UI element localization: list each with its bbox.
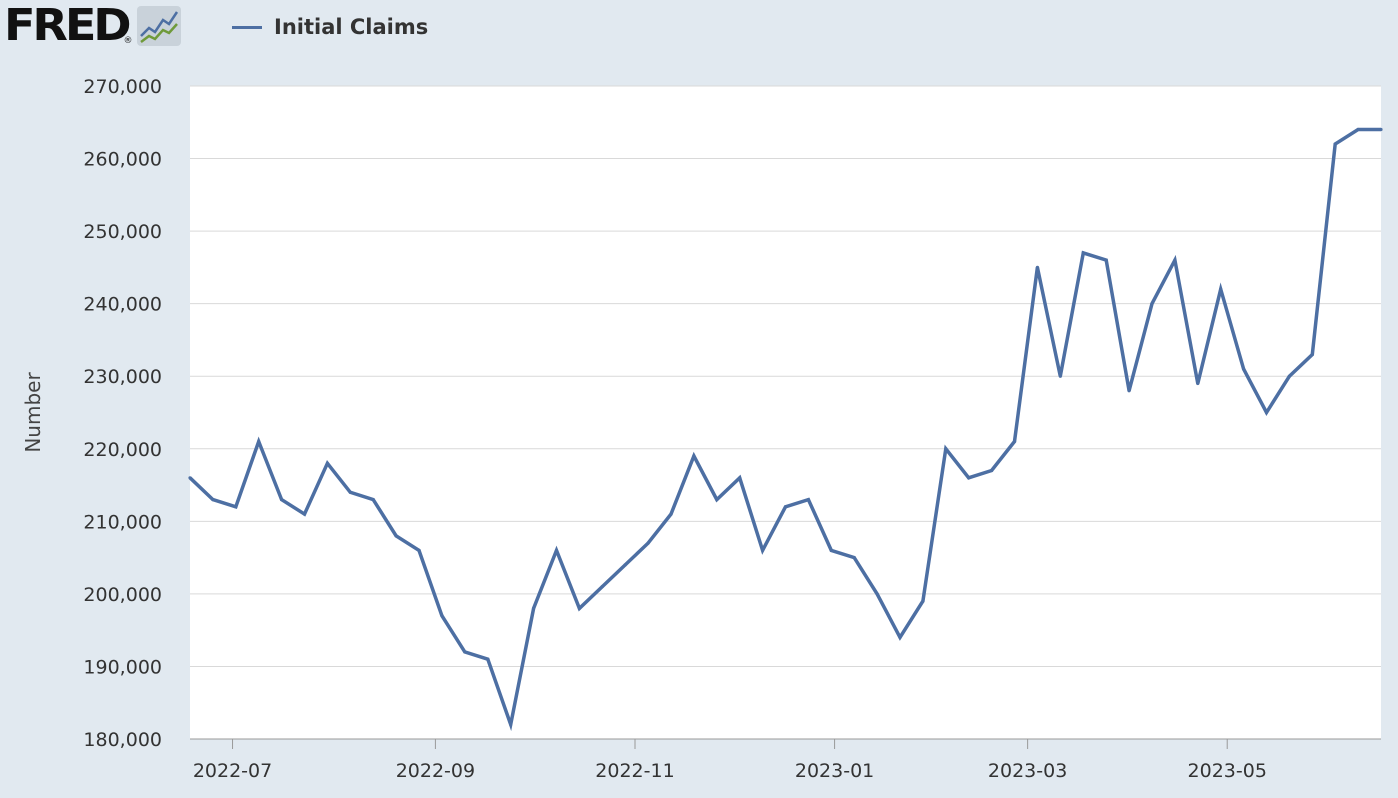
data-point — [783, 505, 788, 509]
data-point — [1264, 410, 1269, 415]
y-tick-label: 240,000 — [83, 294, 162, 316]
data-point — [944, 447, 948, 451]
data-point — [1241, 367, 1246, 371]
data-point — [738, 476, 742, 480]
data-point — [1012, 439, 1017, 444]
y-tick-label: 210,000 — [83, 511, 162, 533]
data-point — [234, 505, 238, 509]
data-point — [1104, 258, 1108, 262]
data-point — [600, 585, 604, 589]
legend-label: Initial Claims — [274, 15, 429, 39]
data-point — [257, 439, 261, 444]
y-tick-label: 260,000 — [83, 149, 162, 171]
data-point — [1150, 302, 1154, 306]
data-point — [463, 650, 467, 654]
data-point — [440, 614, 444, 618]
plot-area — [190, 86, 1381, 739]
data-point — [806, 497, 811, 502]
y-axis: 180,000 190,000 200,000 210,000 220,000 230,0… — [83, 76, 162, 751]
x-axis: 2022-07 2022-09 2022-11 2023-01 2023-03 2023-… — [190, 738, 1381, 782]
data-point — [188, 476, 192, 480]
data-point — [898, 635, 902, 640]
y-tick-label: 190,000 — [83, 656, 162, 678]
chart-line-icon — [136, 6, 181, 50]
y-tick-label: 180,000 — [83, 729, 162, 751]
data-point — [692, 454, 696, 458]
y-tick-label: 250,000 — [83, 221, 162, 243]
logo-text: FRED — [4, 0, 132, 51]
data-point — [577, 606, 581, 611]
y-tick-label: 220,000 — [83, 439, 162, 461]
data-point — [990, 468, 994, 473]
x-tick-label: 2023-03 — [988, 760, 1067, 782]
data-point — [1287, 374, 1291, 378]
data-point — [554, 548, 559, 552]
data-point — [1379, 127, 1383, 132]
data-point — [1356, 127, 1360, 132]
data-point — [829, 548, 833, 552]
data-point — [1173, 258, 1177, 262]
data-point — [371, 497, 375, 502]
y-tick-label: 270,000 — [83, 76, 162, 98]
registered-mark: ® — [123, 36, 133, 46]
data-point — [280, 497, 284, 502]
data-point — [875, 592, 879, 596]
series-points — [188, 127, 1383, 727]
data-point — [1081, 251, 1085, 255]
data-point — [1127, 389, 1131, 393]
data-point — [852, 556, 856, 560]
data-point — [348, 490, 352, 494]
legend[interactable]: Initial Claims — [232, 12, 428, 42]
x-tick-label: 2023-05 — [1188, 760, 1267, 782]
data-point — [921, 599, 925, 603]
data-point — [1058, 374, 1062, 378]
data-point — [760, 548, 765, 552]
data-point — [394, 534, 398, 538]
data-point — [1035, 265, 1040, 269]
x-tick-label: 2022-11 — [595, 760, 674, 782]
x-tick-label: 2022-09 — [396, 760, 475, 782]
data-point — [646, 541, 650, 545]
data-point — [715, 497, 719, 502]
data-point — [531, 606, 536, 611]
data-point — [211, 497, 215, 502]
data-point — [1333, 142, 1337, 146]
data-point — [302, 512, 307, 516]
data-point — [669, 512, 673, 516]
legend-swatch — [232, 25, 262, 29]
data-point — [1310, 352, 1314, 357]
fred-logo[interactable]: FRED ® — [4, 2, 181, 50]
y-axis-title: Number — [21, 372, 45, 453]
x-tick-label: 2022-07 — [193, 760, 272, 782]
y-tick-label: 230,000 — [83, 366, 162, 388]
data-point — [486, 657, 490, 661]
data-point — [325, 461, 330, 465]
data-point — [1196, 381, 1200, 386]
data-point — [509, 722, 513, 727]
y-tick-label: 200,000 — [83, 584, 162, 606]
data-point — [1219, 287, 1223, 291]
data-point — [623, 563, 627, 567]
data-point — [967, 476, 971, 480]
data-point — [417, 548, 421, 552]
x-tick-label: 2023-01 — [795, 760, 874, 782]
